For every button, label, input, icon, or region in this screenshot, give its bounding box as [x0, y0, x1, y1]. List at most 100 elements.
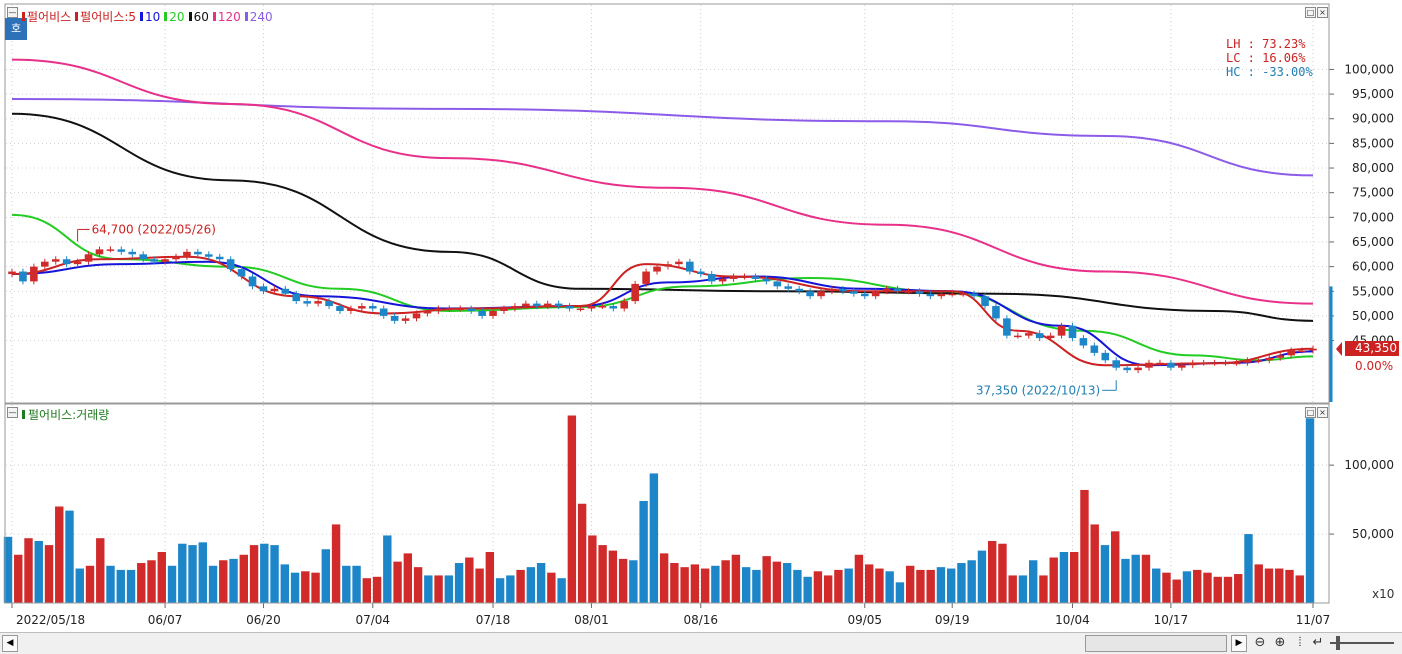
volume-bar	[1100, 545, 1110, 603]
volume-panel-maximize-button[interactable]: □	[1305, 407, 1316, 418]
candle-body	[1210, 362, 1219, 365]
volume-bar	[803, 576, 812, 603]
volume-bar	[413, 567, 423, 603]
volume-bar	[1285, 569, 1294, 603]
volume-bar	[967, 560, 976, 603]
zoom-slider[interactable]	[1330, 642, 1394, 644]
candle-body	[926, 293, 935, 297]
horizontal-scrollbar[interactable]: ◀ ▶ ⊖ ⊕ ⦙ ↵	[0, 632, 1402, 654]
volume-bar	[454, 563, 464, 603]
candle-body	[401, 318, 410, 321]
candle-body	[664, 264, 672, 267]
bar-count-icon[interactable]: ⦙	[1298, 635, 1302, 650]
candle-body	[292, 293, 301, 302]
zoom-in-icon[interactable]: ⊕	[1274, 635, 1286, 650]
volume-bar	[270, 545, 279, 603]
price-annotations: 64,700 (2022/05/26) 37,350 (2022/10/13)	[77, 222, 1342, 402]
legend-item-4[interactable]: 60	[193, 10, 209, 24]
candle-body	[478, 310, 486, 316]
candle-body	[696, 271, 705, 275]
candle-body	[1243, 360, 1252, 363]
volume-bar	[670, 563, 679, 603]
volume-bar	[957, 563, 966, 603]
price-axis: 100,000 95,000 90,000 85,000 80,000 75,000 70,…	[1329, 62, 1394, 348]
volume-bar	[342, 565, 351, 603]
candle-body	[981, 296, 989, 307]
price-panel-close-button[interactable]: ×	[1317, 7, 1328, 18]
candle-body	[183, 251, 191, 257]
candle-body	[587, 306, 596, 309]
date-axis: 2022/05/18 06/07 06/20 07/04 07/18 08/01 08/16…	[11, 603, 1331, 627]
candle-body	[784, 286, 793, 289]
candle-body	[631, 283, 639, 302]
legend-swatch	[140, 12, 144, 21]
candle-body	[675, 261, 683, 265]
volume-tick-label: 100,000	[1344, 458, 1394, 472]
legend-item-2[interactable]: 10	[145, 10, 161, 24]
volume-bar	[731, 554, 741, 603]
volume-bar	[331, 524, 341, 603]
volume-bar	[1244, 534, 1253, 603]
date-tick-label: 11/07	[1296, 613, 1331, 627]
volume-bar	[1223, 576, 1233, 603]
volume-bar	[403, 553, 413, 603]
volume-bar	[1111, 531, 1120, 603]
candle-body	[358, 306, 366, 309]
volume-bar	[844, 568, 853, 603]
zoom-slider-handle[interactable]	[1336, 636, 1340, 650]
volume-bar	[1213, 576, 1222, 603]
candle-body	[1112, 360, 1121, 368]
candle-body	[390, 315, 399, 321]
reset-icon[interactable]: ↵	[1312, 635, 1324, 650]
corner-badge[interactable]: 호	[5, 18, 27, 40]
candle-body	[270, 288, 279, 292]
candle-body	[204, 254, 213, 257]
price-tick-label: 50,000	[1352, 309, 1394, 323]
volume-bar	[905, 565, 915, 603]
volume-bar	[311, 572, 320, 603]
candle-body	[62, 259, 71, 265]
legend-item-1[interactable]: 펄어비스:5	[80, 10, 137, 24]
candle-body	[314, 301, 322, 304]
volume-bar	[96, 538, 105, 603]
price-tick-label: 95,000	[1352, 87, 1394, 101]
candle-body	[598, 306, 607, 308]
volume-bar	[24, 538, 33, 603]
candle-body	[51, 259, 60, 262]
zoom-out-icon[interactable]: ⊖	[1254, 635, 1266, 650]
volume-bar	[116, 569, 125, 603]
legend-swatch	[164, 12, 168, 21]
volume-bar	[1028, 560, 1038, 603]
scroll-left-button[interactable]: ◀	[2, 635, 18, 652]
scroll-thumb[interactable]	[1085, 635, 1227, 652]
volume-bar	[1275, 568, 1284, 603]
candle-body	[686, 261, 694, 272]
stat-hc: HC : -33.00%	[1226, 65, 1313, 79]
volume-bar	[1121, 558, 1130, 603]
volume-bar	[362, 578, 372, 603]
candle-body	[281, 288, 290, 294]
volume-bar	[629, 560, 638, 603]
legend-item-0[interactable]: 펄어비스	[27, 10, 72, 24]
scroll-right-button[interactable]: ▶	[1231, 635, 1247, 652]
candle-body	[161, 259, 169, 262]
volume-bar	[167, 565, 177, 603]
date-tick-label: 06/07	[148, 613, 183, 627]
candle-body	[303, 301, 311, 304]
price-tick-label: 70,000	[1352, 210, 1394, 224]
legend-item-5[interactable]: 120	[217, 10, 241, 24]
date-tick-label: 07/04	[355, 613, 390, 627]
volume-bar	[321, 549, 331, 603]
candle-body	[489, 310, 497, 316]
legend-item-3[interactable]: 20	[169, 10, 185, 24]
candle-body	[1046, 335, 1055, 339]
price-panel-maximize-button[interactable]: □	[1305, 7, 1316, 18]
legend-item-6[interactable]: 240	[249, 10, 273, 24]
volume-bar	[916, 569, 925, 603]
panel-menu-button[interactable]: —	[7, 7, 18, 18]
volume-bar	[1049, 557, 1058, 603]
volume-bar	[526, 567, 536, 603]
price-tick-label: 80,000	[1352, 161, 1394, 175]
volume-panel-close-button[interactable]: ×	[1317, 407, 1328, 418]
volume-panel-menu-button[interactable]: —	[7, 407, 18, 418]
